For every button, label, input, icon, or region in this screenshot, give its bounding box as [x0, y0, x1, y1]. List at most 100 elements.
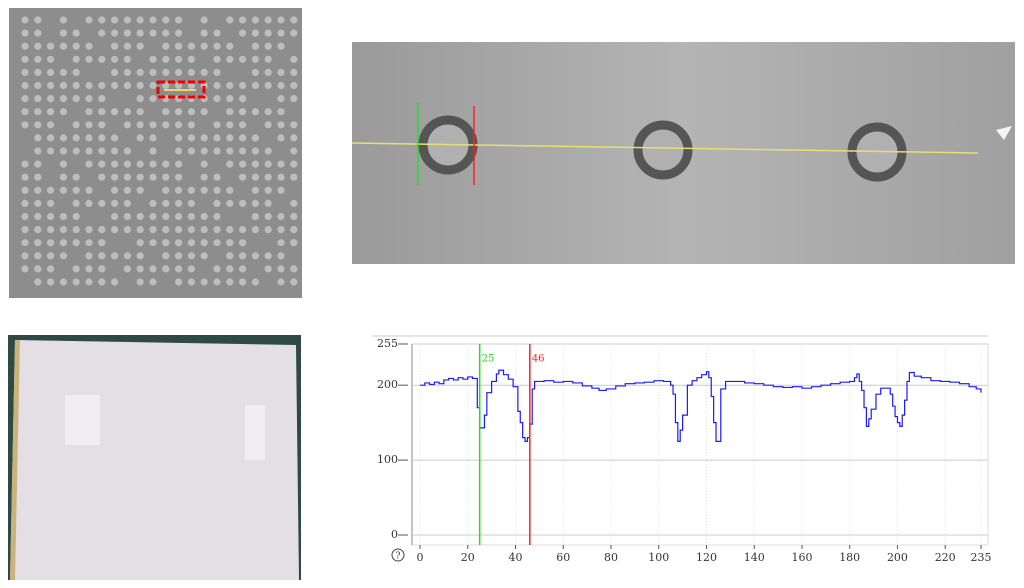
dot — [200, 147, 208, 155]
dot — [251, 199, 259, 207]
dot — [149, 68, 157, 76]
dot — [85, 226, 93, 234]
dot — [162, 265, 170, 273]
dot — [59, 278, 67, 286]
dot — [251, 29, 259, 37]
dot — [34, 134, 42, 142]
dot — [34, 265, 42, 273]
dot — [85, 16, 93, 24]
dot — [21, 16, 29, 24]
dot — [264, 186, 272, 194]
dot — [213, 278, 221, 286]
dot — [98, 134, 106, 142]
dot — [123, 212, 131, 221]
profile-line — [420, 369, 982, 442]
dot — [290, 81, 298, 90]
dot — [162, 212, 170, 221]
dot — [175, 147, 183, 155]
dot — [187, 147, 195, 155]
help-icon[interactable] — [391, 548, 405, 562]
dot — [277, 134, 285, 142]
dot — [213, 55, 221, 63]
dot — [175, 265, 183, 273]
dot — [136, 160, 144, 168]
dot — [149, 226, 157, 234]
dot — [47, 81, 55, 90]
dot — [213, 265, 221, 273]
dot — [21, 239, 29, 247]
dot — [47, 278, 55, 286]
dot — [21, 212, 29, 221]
dot — [290, 226, 298, 234]
dot — [264, 226, 272, 234]
dot — [34, 16, 42, 24]
dot — [47, 134, 55, 142]
dot — [123, 226, 131, 234]
dot — [200, 278, 208, 286]
x-tick-label: 235 — [971, 551, 992, 564]
dot — [34, 121, 42, 129]
dot — [213, 173, 221, 181]
dot — [21, 121, 29, 129]
dot — [187, 108, 195, 116]
dot — [98, 252, 106, 260]
dot — [239, 16, 247, 24]
dot — [187, 121, 195, 129]
dot — [251, 147, 259, 155]
dot — [213, 29, 221, 37]
dot — [162, 29, 170, 37]
dot — [239, 278, 247, 286]
dot — [239, 160, 247, 168]
dot — [21, 226, 29, 234]
dot — [136, 278, 144, 286]
dot — [213, 226, 221, 234]
dot — [149, 16, 157, 24]
dot — [72, 81, 80, 90]
dot — [123, 81, 131, 90]
dot — [200, 108, 208, 116]
dot — [149, 212, 157, 221]
dot — [239, 252, 247, 260]
hole — [633, 120, 693, 180]
dot — [98, 226, 106, 234]
dot — [34, 278, 42, 286]
selection-box — [156, 80, 206, 99]
dot — [239, 29, 247, 37]
dot — [136, 121, 144, 129]
dot — [34, 186, 42, 194]
dot — [98, 160, 106, 168]
dot — [123, 55, 131, 63]
dot — [162, 160, 170, 168]
dot — [251, 186, 259, 194]
dot — [264, 199, 272, 207]
photo-edge — [10, 340, 20, 580]
dot — [59, 226, 67, 234]
glare — [996, 126, 1012, 140]
dot — [200, 173, 208, 181]
dot — [123, 121, 131, 129]
dot — [47, 239, 55, 247]
dot — [251, 68, 259, 76]
dot — [200, 239, 208, 247]
x-tick-label: 0 — [417, 551, 424, 564]
dot — [111, 55, 119, 63]
dot — [175, 55, 183, 63]
dot — [290, 147, 298, 155]
dot — [123, 252, 131, 260]
help-icon-glyph[interactable]: ? — [396, 552, 401, 562]
dot — [123, 186, 131, 194]
dot — [251, 55, 259, 63]
dot — [21, 199, 29, 207]
dot — [264, 16, 272, 24]
dot — [251, 278, 259, 286]
dot — [136, 16, 144, 24]
y-tick-label: 100 — [377, 453, 398, 466]
dot — [47, 199, 55, 207]
dot — [239, 239, 247, 247]
dot — [239, 108, 247, 116]
dot — [251, 81, 259, 90]
dot — [85, 81, 93, 90]
x-tick-label: 200 — [887, 551, 908, 564]
dot — [111, 186, 119, 194]
dot — [111, 68, 119, 76]
